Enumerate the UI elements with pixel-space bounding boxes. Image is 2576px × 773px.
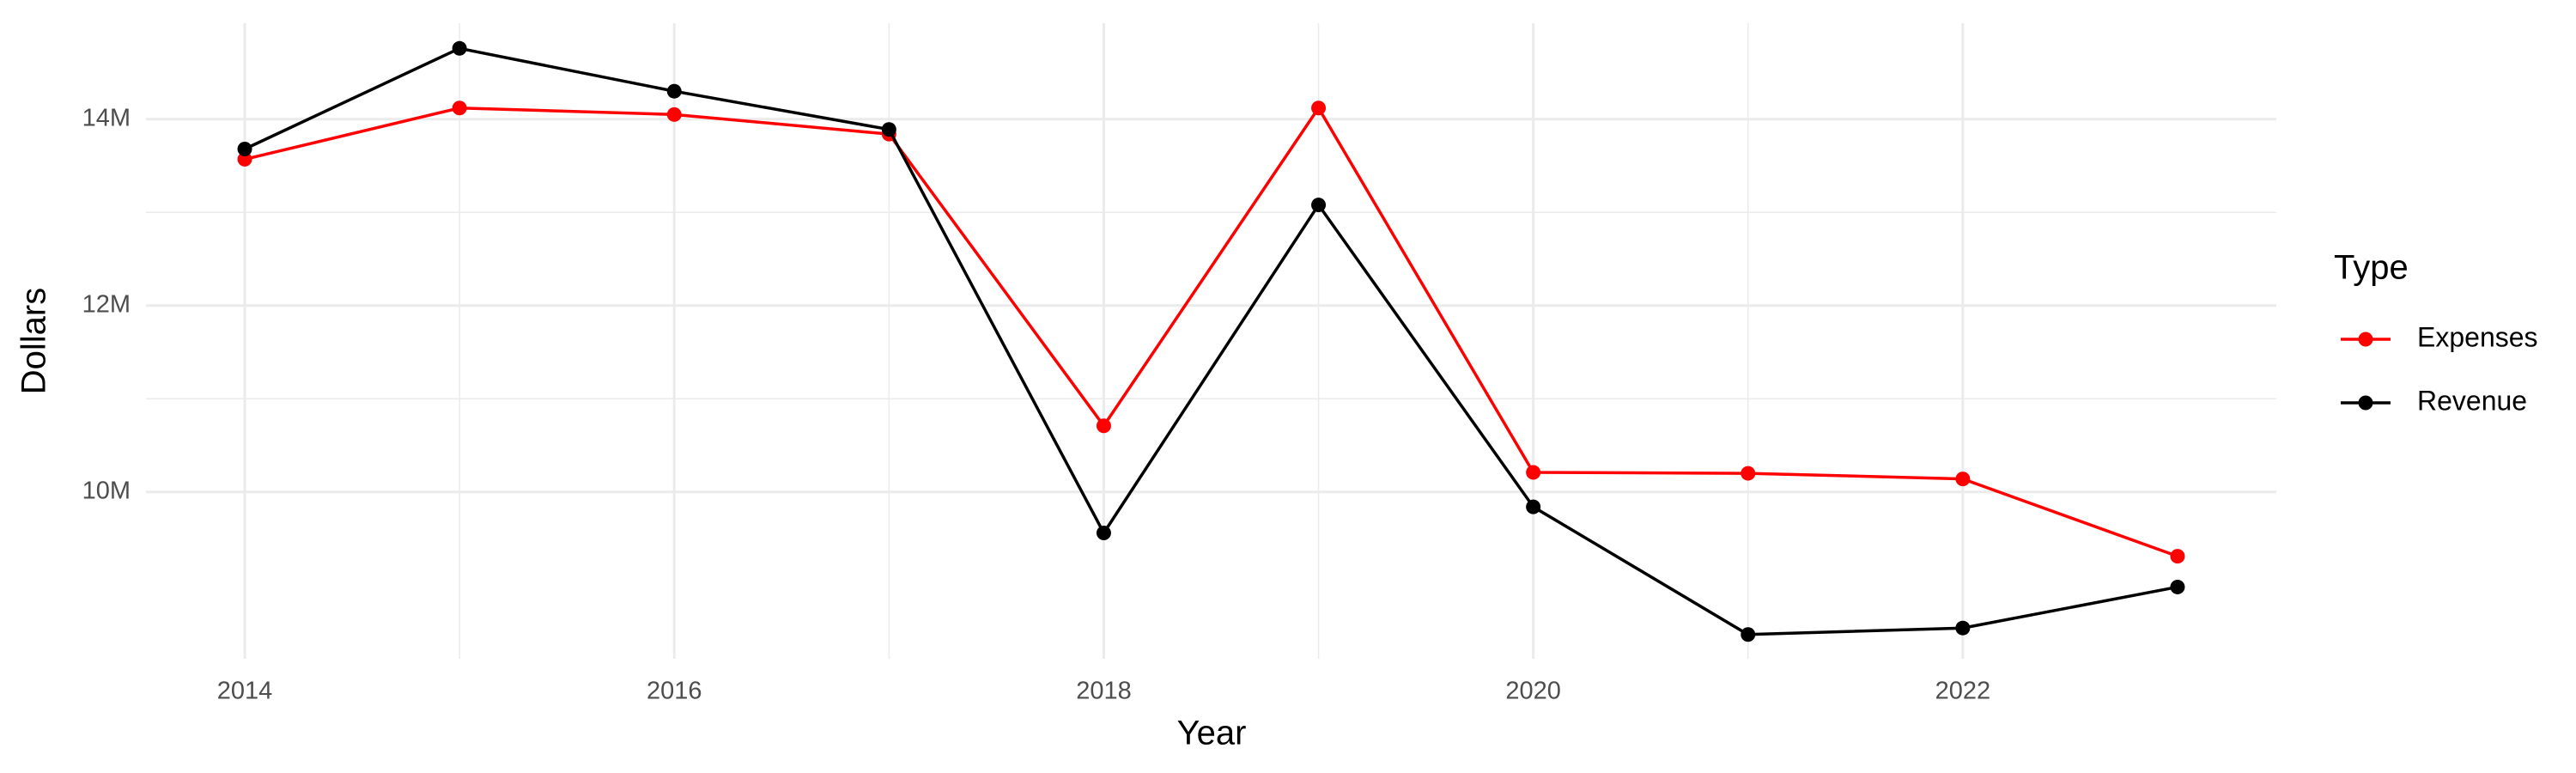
series-line <box>244 105 2178 558</box>
y-tick-label: 10M <box>82 477 131 504</box>
data-point <box>237 151 252 167</box>
x-tick-label: 2014 <box>217 678 273 705</box>
legend-label: Revenue <box>2417 385 2527 416</box>
data-point <box>1741 466 1756 481</box>
data-point <box>1526 499 1541 514</box>
data-point <box>2170 579 2185 594</box>
legend-marker <box>2358 332 2373 347</box>
data-point <box>237 141 252 156</box>
data-point <box>1096 526 1111 541</box>
data-point <box>1311 100 1327 116</box>
x-tick-label: 2022 <box>1935 678 1991 705</box>
data-point <box>452 100 467 116</box>
data-point <box>1741 627 1756 642</box>
legend-title: Type <box>2334 249 2409 287</box>
data-point <box>452 40 467 56</box>
data-point <box>1311 198 1327 213</box>
legend-marker <box>2358 395 2373 411</box>
data-point <box>666 83 682 99</box>
data-point <box>1096 418 1111 434</box>
x-tick-label: 2016 <box>647 678 702 705</box>
x-tick-label: 2018 <box>1076 678 1132 705</box>
y-tick-label: 14M <box>82 104 131 131</box>
data-point <box>666 107 682 122</box>
y-axis-title: Dollars <box>15 288 53 394</box>
y-tick-label: 12M <box>82 290 131 318</box>
x-tick-label: 2020 <box>1505 678 1561 705</box>
x-axis-title: Year <box>1177 715 1247 752</box>
data-point <box>881 122 896 137</box>
data-point <box>1526 465 1541 480</box>
data-point <box>1955 620 1971 636</box>
legend-label: Expenses <box>2417 321 2538 352</box>
series-line <box>244 46 2178 636</box>
data-point <box>1955 472 1971 487</box>
data-point <box>2170 549 2185 564</box>
